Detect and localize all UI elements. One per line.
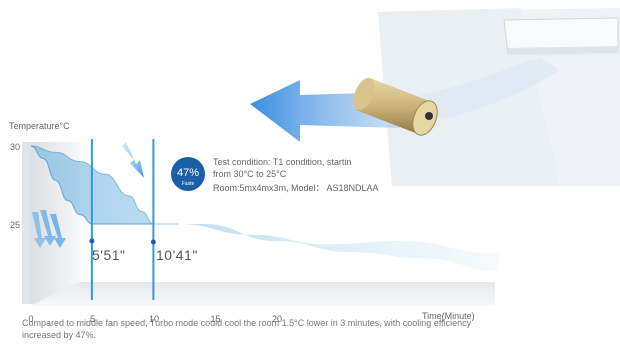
badge-value: 47%	[177, 167, 199, 179]
series-line-1	[30, 145, 154, 225]
marker-dot-1	[89, 238, 95, 244]
marker-label-1: 5'51"	[92, 247, 126, 263]
test-condition-line-3: Room:5mx4mx3m, Model： AS18NDLAA	[213, 183, 379, 193]
x-tick-label: 0	[28, 314, 33, 324]
y-tick-label: 30	[10, 142, 20, 152]
test-condition-line-2: from 30°C to 25°C	[213, 169, 287, 179]
diagonal-arrow	[122, 142, 144, 178]
x-tick-label: 10	[149, 314, 159, 324]
marker-dot-2	[150, 239, 156, 245]
badge-sub: Faste	[182, 181, 195, 187]
temperature-band	[31, 146, 499, 271]
cold-air-arrows	[32, 210, 66, 248]
chart-caption: Compared to middle fan speed, Turbo mode…	[22, 318, 472, 340]
y-axis-label: Temperature°C	[9, 121, 70, 131]
x-tick-label: 20	[272, 314, 282, 324]
test-condition-line-1: Test condition: T1 condition, startin	[213, 157, 352, 167]
marker-label-2: 10'41"	[156, 247, 198, 263]
y-tick-label: 25	[10, 220, 20, 230]
air-conditioner-unit	[503, 17, 619, 55]
plot-area: 0 5 10 15 20 30 25	[10, 139, 499, 324]
airflow-stream	[420, 58, 560, 120]
x-axis-label: Time(Minute)	[422, 311, 475, 321]
filter-cylinder	[353, 77, 438, 136]
faster-badge: 47% Faste	[171, 157, 205, 191]
x-tick-label: 15	[210, 314, 220, 324]
x-tick-label: 5	[90, 314, 95, 324]
